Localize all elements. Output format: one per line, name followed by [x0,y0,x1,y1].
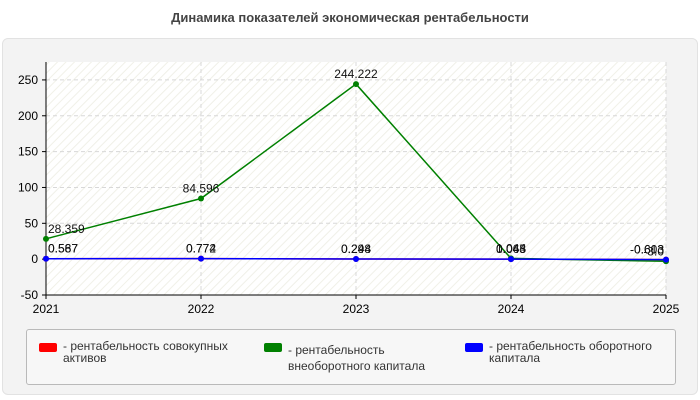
data-point-2 [508,256,514,263]
y-tick-label: -50 [21,288,39,302]
data-label-1: -3.0 [643,244,664,258]
x-tick-label: 2022 [188,302,215,316]
axes: -50 0 50 100 150 200 250 2021 2022 2023 2024 2025 [18,62,680,316]
data-point-2 [198,255,204,262]
data-label-0: 0.045 [496,242,526,256]
legend-swatch-blue [465,343,483,352]
data-point-1 [353,81,359,88]
data-point-1 [198,195,204,202]
legend-label: - рентабельность внеоборотного капитала [288,343,425,373]
data-point-2 [353,255,359,262]
y-tick-label: 50 [25,216,39,230]
series-layer [43,81,669,265]
x-tick-label: 2024 [498,302,525,316]
data-label-2: 0.587 [48,242,78,256]
data-label-1: 28.359 [48,222,85,236]
chart-title: Динамика показателей экономическая рента… [171,10,529,25]
data-label-2: 0.772 [186,242,216,256]
legend-label: - рентабельность совокупных активов [63,339,228,365]
data-labels: 0.567 0.774 0.298 0.045 -0.603 28.359 84.596 24… [48,67,664,258]
data-point-2 [663,256,669,263]
data-point-2 [43,255,49,262]
data-label-0: 0.567 [48,242,78,256]
x-tick-label: 2021 [33,302,60,316]
y-tick-label: 0 [31,252,38,266]
data-label-0: -0.603 [630,243,664,257]
data-label-1: 244.222 [334,67,378,81]
y-tick-label: 250 [18,73,38,87]
y-tick-label: 150 [18,145,38,159]
x-tick-label: 2023 [343,302,370,316]
legend-swatch-red [39,343,57,352]
data-label-2: 0.244 [341,242,371,256]
data-label-2: 0.063 [496,242,526,256]
data-point-1 [43,235,49,242]
y-tick-label: 200 [18,109,38,123]
data-label-1: 1.044 [496,241,526,255]
legend-label: - рентабельность оборотного капитала [489,339,652,365]
data-label-2: -0.613 [630,243,664,257]
data-label-0: 0.774 [186,242,216,256]
legend: - рентабельность совокупных активов - ре… [26,329,676,385]
legend-swatch-green [264,343,282,352]
x-tick-label: 2025 [653,302,680,316]
y-tick-label: 100 [18,180,38,194]
data-label-0: 0.298 [341,242,371,256]
data-label-1: 84.596 [183,182,220,196]
